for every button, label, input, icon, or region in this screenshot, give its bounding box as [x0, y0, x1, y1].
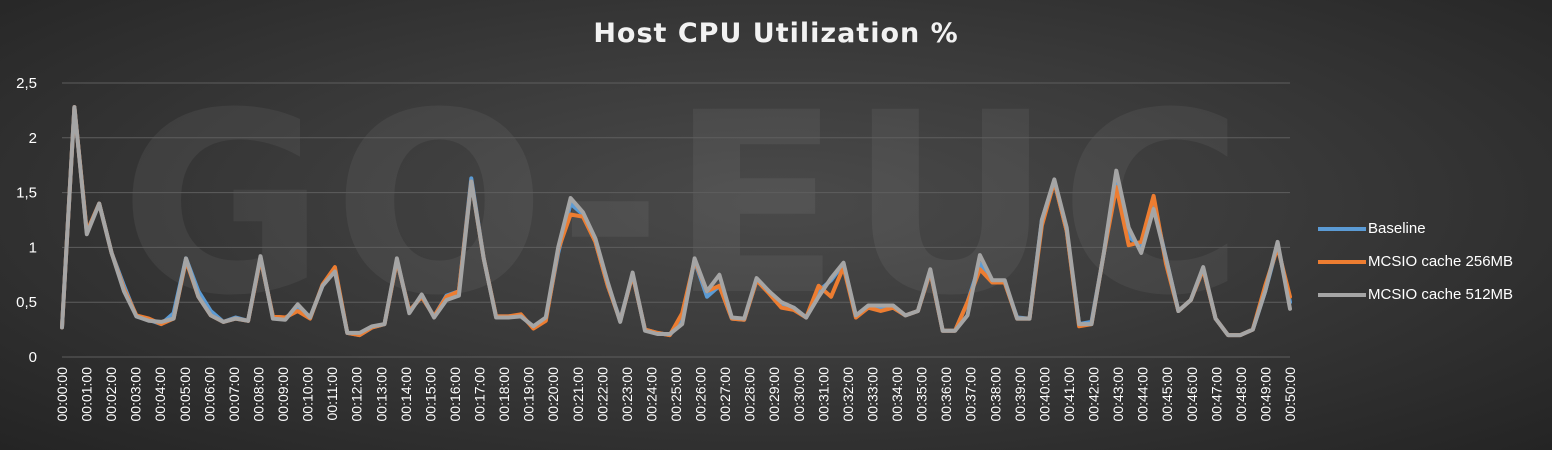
plot-area [60, 105, 1292, 338]
x-tick-label: 00:03:00 [128, 367, 144, 422]
x-axis: 00:00:00 00:01:00 00:02:00 00:03:00 00:04:00… [54, 367, 1298, 422]
x-tick-label: 00:11:00 [324, 367, 340, 421]
x-tick-label: 00:37:00 [963, 367, 979, 422]
x-tick-label: 00:04:00 [152, 367, 168, 422]
x-tick-label: 00:28:00 [742, 367, 758, 422]
legend-item-baseline: Baseline [1318, 212, 1513, 245]
gridlines [62, 82, 1290, 358]
x-tick-label: 00:42:00 [1086, 367, 1102, 422]
x-tick-label: 00:16:00 [447, 367, 463, 422]
x-tick-label: 00:21:00 [570, 367, 586, 422]
legend-label-baseline: Baseline [1368, 220, 1426, 237]
x-tick-label: 00:38:00 [987, 367, 1003, 422]
legend-swatch-mcsio-512 [1318, 292, 1366, 297]
y-tick-label: 0,5 [16, 294, 37, 311]
x-tick-label: 00:05:00 [177, 367, 193, 422]
y-tick-label: 0 [29, 349, 37, 366]
x-tick-label: 00:25:00 [668, 367, 684, 422]
x-tick-label: 00:26:00 [693, 367, 709, 422]
x-tick-label: 00:01:00 [79, 367, 95, 422]
x-tick-label: 00:23:00 [619, 367, 635, 422]
legend-label-mcsio-512: MCSIO cache 512MB [1368, 286, 1514, 303]
x-tick-label: 00:00:00 [54, 367, 70, 422]
x-tick-label: 00:41:00 [1061, 367, 1077, 422]
y-tick-label: 1 [29, 239, 37, 256]
x-tick-label: 00:34:00 [889, 367, 905, 422]
x-tick-label: 00:10:00 [300, 367, 316, 422]
x-tick-label: 00:43:00 [1110, 367, 1126, 422]
x-tick-label: 00:14:00 [398, 367, 414, 422]
x-tick-label: 00:17:00 [472, 367, 488, 422]
legend-item-mcsio-256: MCSIO cache 256MB [1318, 245, 1513, 278]
x-tick-label: 00:12:00 [349, 367, 365, 422]
series-line-baseline [60, 105, 1292, 338]
x-tick-label: 00:35:00 [914, 367, 930, 422]
x-tick-label: 00:47:00 [1208, 367, 1224, 422]
series-line-mcsio-cache-256mb [60, 105, 1292, 338]
x-tick-label: 00:22:00 [594, 367, 610, 422]
x-tick-label: 00:19:00 [521, 367, 537, 422]
x-tick-label: 00:30:00 [791, 367, 807, 422]
x-tick-label: 00:49:00 [1257, 367, 1273, 422]
chart-title: Host CPU Utilization % [593, 18, 959, 49]
x-tick-label: 00:18:00 [496, 367, 512, 422]
legend-swatch-mcsio-256 [1318, 259, 1366, 264]
x-tick-label: 00:32:00 [840, 367, 856, 422]
x-tick-label: 00:29:00 [766, 367, 782, 422]
y-tick-label: 2 [29, 130, 37, 147]
x-tick-label: 00:07:00 [226, 367, 242, 422]
legend: Baseline MCSIO cache 256MB MCSIO cache 5… [1318, 212, 1513, 311]
x-tick-label: 00:09:00 [275, 367, 291, 422]
x-tick-label: 00:44:00 [1135, 367, 1151, 422]
legend-swatch-baseline [1318, 226, 1366, 231]
x-tick-label: 00:02:00 [103, 367, 119, 422]
x-tick-label: 00:24:00 [643, 367, 659, 422]
legend-label-mcsio-256: MCSIO cache 256MB [1368, 253, 1514, 270]
x-tick-label: 00:33:00 [864, 367, 880, 422]
x-tick-label: 00:50:00 [1282, 367, 1298, 422]
x-tick-label: 00:27:00 [717, 367, 733, 422]
x-tick-label: 00:08:00 [250, 367, 266, 422]
y-tick-label: 2,5 [16, 75, 37, 92]
x-tick-label: 00:36:00 [938, 367, 954, 422]
x-tick-label: 00:20:00 [545, 367, 561, 422]
y-axis: 0 0,5 1 1,5 2 2,5 [16, 75, 37, 366]
x-tick-label: 00:13:00 [373, 367, 389, 422]
x-tick-label: 00:45:00 [1159, 367, 1175, 422]
x-tick-label: 00:31:00 [815, 367, 831, 422]
x-tick-label: 00:40:00 [1036, 367, 1052, 422]
x-tick-label: 00:39:00 [1012, 367, 1028, 422]
y-tick-label: 1,5 [16, 185, 37, 202]
x-tick-label: 00:15:00 [422, 367, 438, 422]
x-tick-label: 00:06:00 [201, 367, 217, 422]
legend-item-mcsio-512: MCSIO cache 512MB [1318, 278, 1513, 311]
x-tick-label: 00:48:00 [1233, 367, 1249, 422]
x-tick-label: 00:46:00 [1184, 367, 1200, 422]
series-line-mcsio-cache-512mb [60, 105, 1292, 338]
watermark-logo: GO-EUC [120, 59, 1252, 350]
